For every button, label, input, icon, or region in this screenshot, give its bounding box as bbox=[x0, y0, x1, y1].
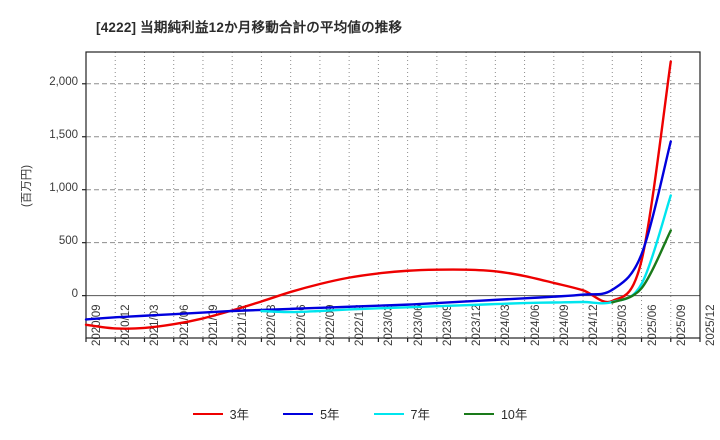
legend-item-3年[interactable]: 3年 bbox=[192, 404, 250, 423]
legend-color-swatch bbox=[192, 412, 223, 415]
legend-item-7年[interactable]: 7年 bbox=[373, 404, 430, 423]
legend-label: 10年 bbox=[500, 408, 528, 422]
series-line-3年 bbox=[84, 60, 672, 330]
legend-item-10年[interactable]: 10年 bbox=[463, 404, 528, 423]
y-tick-label: 500 bbox=[58, 234, 78, 247]
series-line-7年 bbox=[260, 194, 672, 314]
y-tick-label: 1,000 bbox=[49, 181, 78, 194]
y-tick-label: 2,000 bbox=[49, 75, 78, 88]
legend-color-swatch bbox=[463, 412, 494, 415]
chart-legend: 3年 5年 7年 10年 bbox=[0, 404, 720, 423]
y-tick-label: 1,500 bbox=[49, 128, 78, 141]
chart-title: [4222] 当期純利益12か月移動合計の平均値の推移 bbox=[96, 20, 403, 35]
data-series-layer bbox=[84, 60, 672, 330]
series-line-10年 bbox=[611, 229, 672, 304]
grid-lines bbox=[85, 52, 701, 338]
legend-label: 3年 bbox=[229, 408, 250, 422]
plot-border bbox=[85, 51, 701, 339]
series-line-5年 bbox=[84, 140, 672, 321]
legend-item-5年[interactable]: 5年 bbox=[283, 404, 340, 423]
legend-color-swatch bbox=[283, 412, 314, 415]
y-tick-label: 0 bbox=[71, 287, 78, 300]
legend-label: 5年 bbox=[320, 408, 340, 422]
legend-label: 7年 bbox=[410, 408, 430, 422]
legend-color-swatch bbox=[373, 412, 404, 415]
plot-frame bbox=[82, 51, 701, 342]
